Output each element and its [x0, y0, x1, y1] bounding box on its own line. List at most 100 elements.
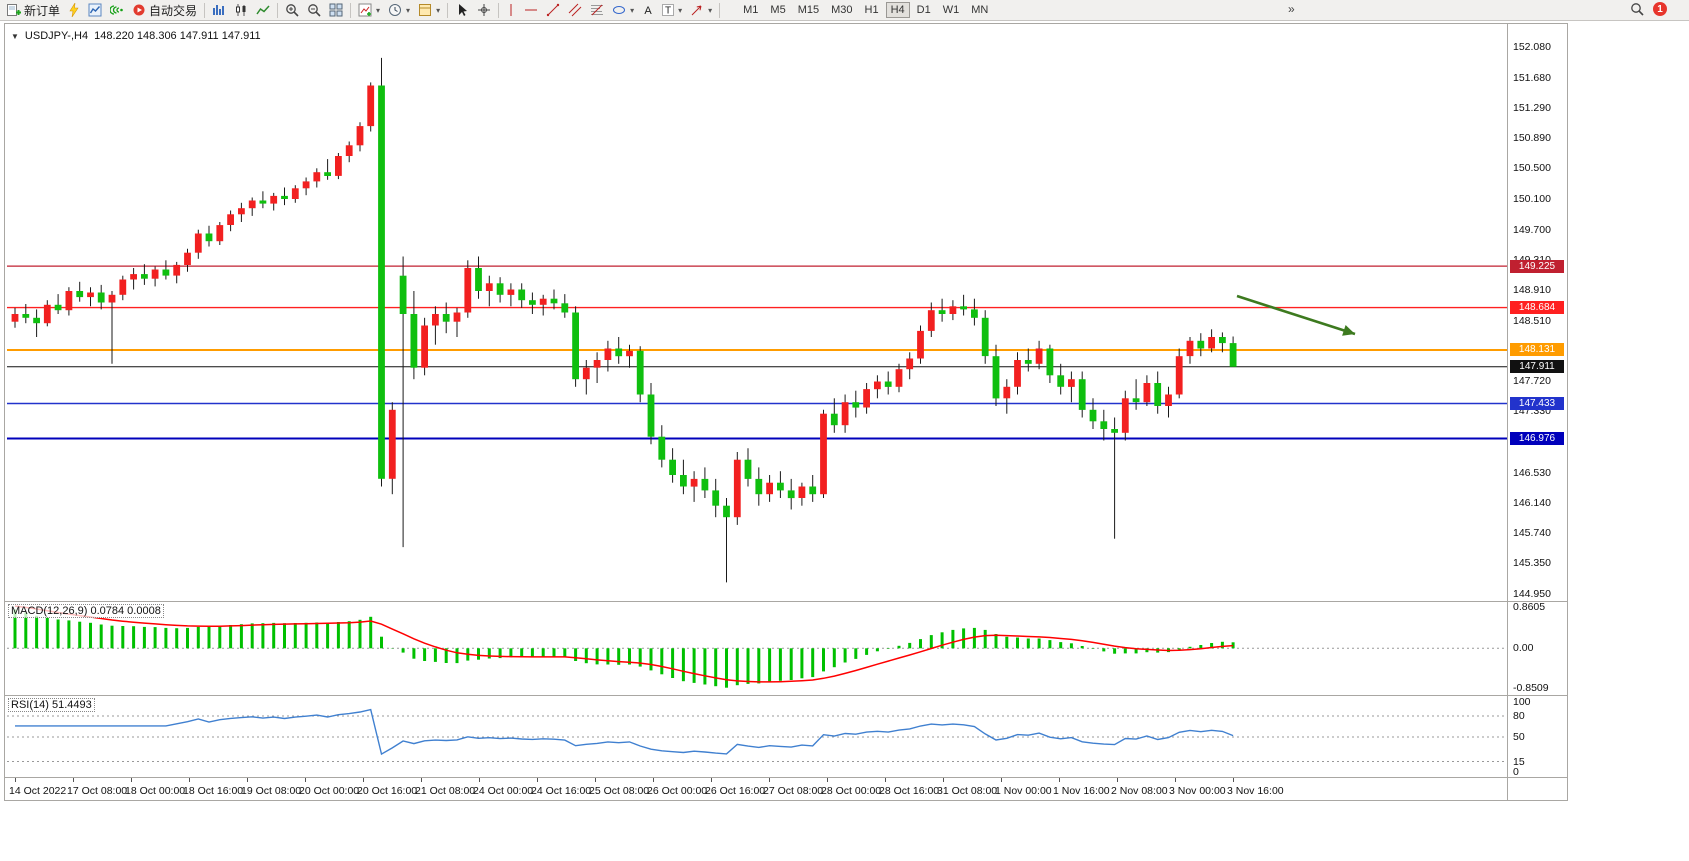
candle-body — [442, 314, 450, 322]
trendline-button[interactable] — [542, 0, 564, 20]
timeframe-m15[interactable]: M15 — [797, 4, 820, 16]
chart-window: ▼ USDJPY-,H4 148.220 148.306 147.911 147… — [4, 23, 1568, 801]
price-axis-label: 145.740 — [1513, 527, 1551, 539]
periods-button[interactable]: ▾ — [384, 0, 414, 20]
panel-divider[interactable] — [5, 695, 1567, 696]
time-axis-label: 25 Oct 08:00 — [589, 785, 650, 797]
zoom-out-icon — [308, 4, 321, 17]
timeframe-m1[interactable]: M1 — [743, 4, 759, 16]
candle-body — [33, 317, 40, 324]
toolbar-overflow-button[interactable]: » — [1288, 2, 1295, 16]
macd-axis-label: 0.8605 — [1513, 601, 1546, 613]
crosshair-button[interactable] — [473, 0, 495, 20]
time-tick — [479, 778, 480, 782]
time-tick — [421, 778, 422, 782]
templates-button[interactable]: ▾ — [414, 0, 444, 20]
candle-body — [432, 314, 439, 326]
price-axis-label: 148.510 — [1513, 315, 1551, 327]
rsi-label[interactable]: RSI(14) 51.4493 — [8, 698, 95, 712]
candlestick-chart-button[interactable] — [230, 0, 252, 20]
shapes-button[interactable]: ▾ — [608, 0, 638, 20]
quick-trade-button[interactable] — [64, 0, 84, 20]
channel-button[interactable] — [564, 0, 586, 20]
text-button[interactable]: A — [638, 0, 658, 20]
timeframe-mn[interactable]: MN — [971, 4, 989, 16]
main-chart-canvas[interactable] — [7, 28, 1507, 600]
time-axis-label: 3 Nov 00:00 — [1169, 785, 1226, 797]
candle-body — [733, 459, 741, 518]
indicators-icon — [358, 3, 372, 17]
time-tick — [1059, 778, 1060, 782]
candle-body — [194, 233, 202, 253]
horizontal-line-button[interactable] — [520, 0, 542, 20]
timeframe-d1[interactable]: D1 — [916, 4, 931, 16]
time-tick — [943, 778, 944, 782]
candle-body — [701, 478, 709, 491]
candle-body — [1111, 429, 1118, 433]
notification-badge[interactable]: 1 — [1653, 2, 1667, 16]
market-watch-button[interactable] — [84, 0, 106, 20]
bar-chart-icon — [213, 5, 225, 15]
collapse-icon[interactable]: ▼ — [11, 31, 19, 41]
rsi-axis-label: 80 — [1513, 710, 1525, 722]
arrow-tool-icon — [691, 5, 702, 16]
macd-label[interactable]: MACD(12,26,9) 0.0784 0.0008 — [8, 604, 164, 618]
indicators-button[interactable]: ▾ — [354, 0, 384, 20]
macd-signal-line — [14, 605, 1234, 683]
timeframe-h4[interactable]: H4 — [885, 2, 910, 18]
line-chart-button[interactable] — [252, 0, 274, 20]
panel-divider[interactable] — [5, 601, 1567, 602]
zoom-in-button[interactable] — [281, 0, 303, 20]
candle-body — [1219, 337, 1226, 344]
toolbar-separator — [447, 2, 449, 18]
time-axis-label: 3 Nov 16:00 — [1227, 785, 1284, 797]
new-order-label: 新订单 — [24, 3, 61, 18]
time-axis[interactable]: 14 Oct 2022 17 Oct 08:00 18 Oct 00:00 18 Oc… — [7, 778, 1565, 799]
price-axis-label: 151.680 — [1513, 72, 1551, 84]
timeframe-h1[interactable]: H1 — [864, 4, 879, 16]
search-icon[interactable] — [1630, 2, 1644, 16]
candle-body — [755, 478, 763, 495]
price-axis[interactable]: 152.080 151.680 151.290 150.890 150.500 150.1… — [1509, 28, 1566, 600]
toolbar-separator — [498, 2, 500, 18]
candle-body — [259, 200, 267, 204]
bar-chart-button[interactable] — [208, 0, 230, 20]
trend-arrow-annotation[interactable] — [1236, 294, 1356, 336]
time-axis-label: 18 Oct 16:00 — [183, 785, 244, 797]
signals-button[interactable] — [106, 0, 128, 20]
rsi-axis[interactable]: 100 80 50 15 0 — [1509, 696, 1566, 778]
toolbar: 新订单 自动交易 ▾ ▾ ▾ — [0, 0, 1689, 21]
arrow-tool-button[interactable]: ▾ — [686, 0, 716, 20]
timeframe-w1[interactable]: W1 — [942, 4, 960, 16]
rsi-canvas[interactable] — [7, 696, 1507, 776]
label-button[interactable]: T ▾ — [658, 0, 686, 20]
fibonacci-button[interactable] — [586, 0, 608, 20]
vertical-line-button[interactable] — [502, 0, 520, 20]
candle-body — [744, 459, 752, 479]
auto-trading-button[interactable]: 自动交易 — [128, 0, 201, 20]
candle-body — [895, 369, 903, 387]
timeframe-m5[interactable]: M5 — [770, 4, 786, 16]
time-tick — [189, 778, 190, 782]
price-level-badge: 149.225 — [1510, 260, 1564, 273]
time-tick — [769, 778, 770, 782]
candle-body — [593, 360, 601, 368]
candle-body — [399, 275, 407, 314]
price-level-badge: 148.131 — [1510, 343, 1564, 356]
crosshair-icon — [478, 4, 491, 16]
macd-axis[interactable]: 0.8605 0.00 -0.8509 — [1509, 602, 1566, 694]
price-axis-label: 147.330 — [1513, 405, 1551, 417]
candle-body — [367, 85, 375, 127]
chevron-down-icon: ▾ — [630, 5, 635, 15]
zoom-out-button[interactable] — [303, 0, 325, 20]
price-axis-label: 146.530 — [1513, 467, 1551, 479]
candle-body — [475, 268, 482, 291]
rsi-line — [15, 708, 1234, 756]
cursor-button[interactable] — [451, 0, 473, 20]
new-order-button[interactable]: 新订单 — [3, 0, 64, 20]
tile-windows-button[interactable] — [325, 0, 347, 20]
macd-canvas[interactable] — [7, 602, 1507, 694]
candle-body — [798, 486, 806, 498]
candle-body — [248, 200, 256, 209]
timeframe-m30[interactable]: M30 — [831, 4, 853, 16]
